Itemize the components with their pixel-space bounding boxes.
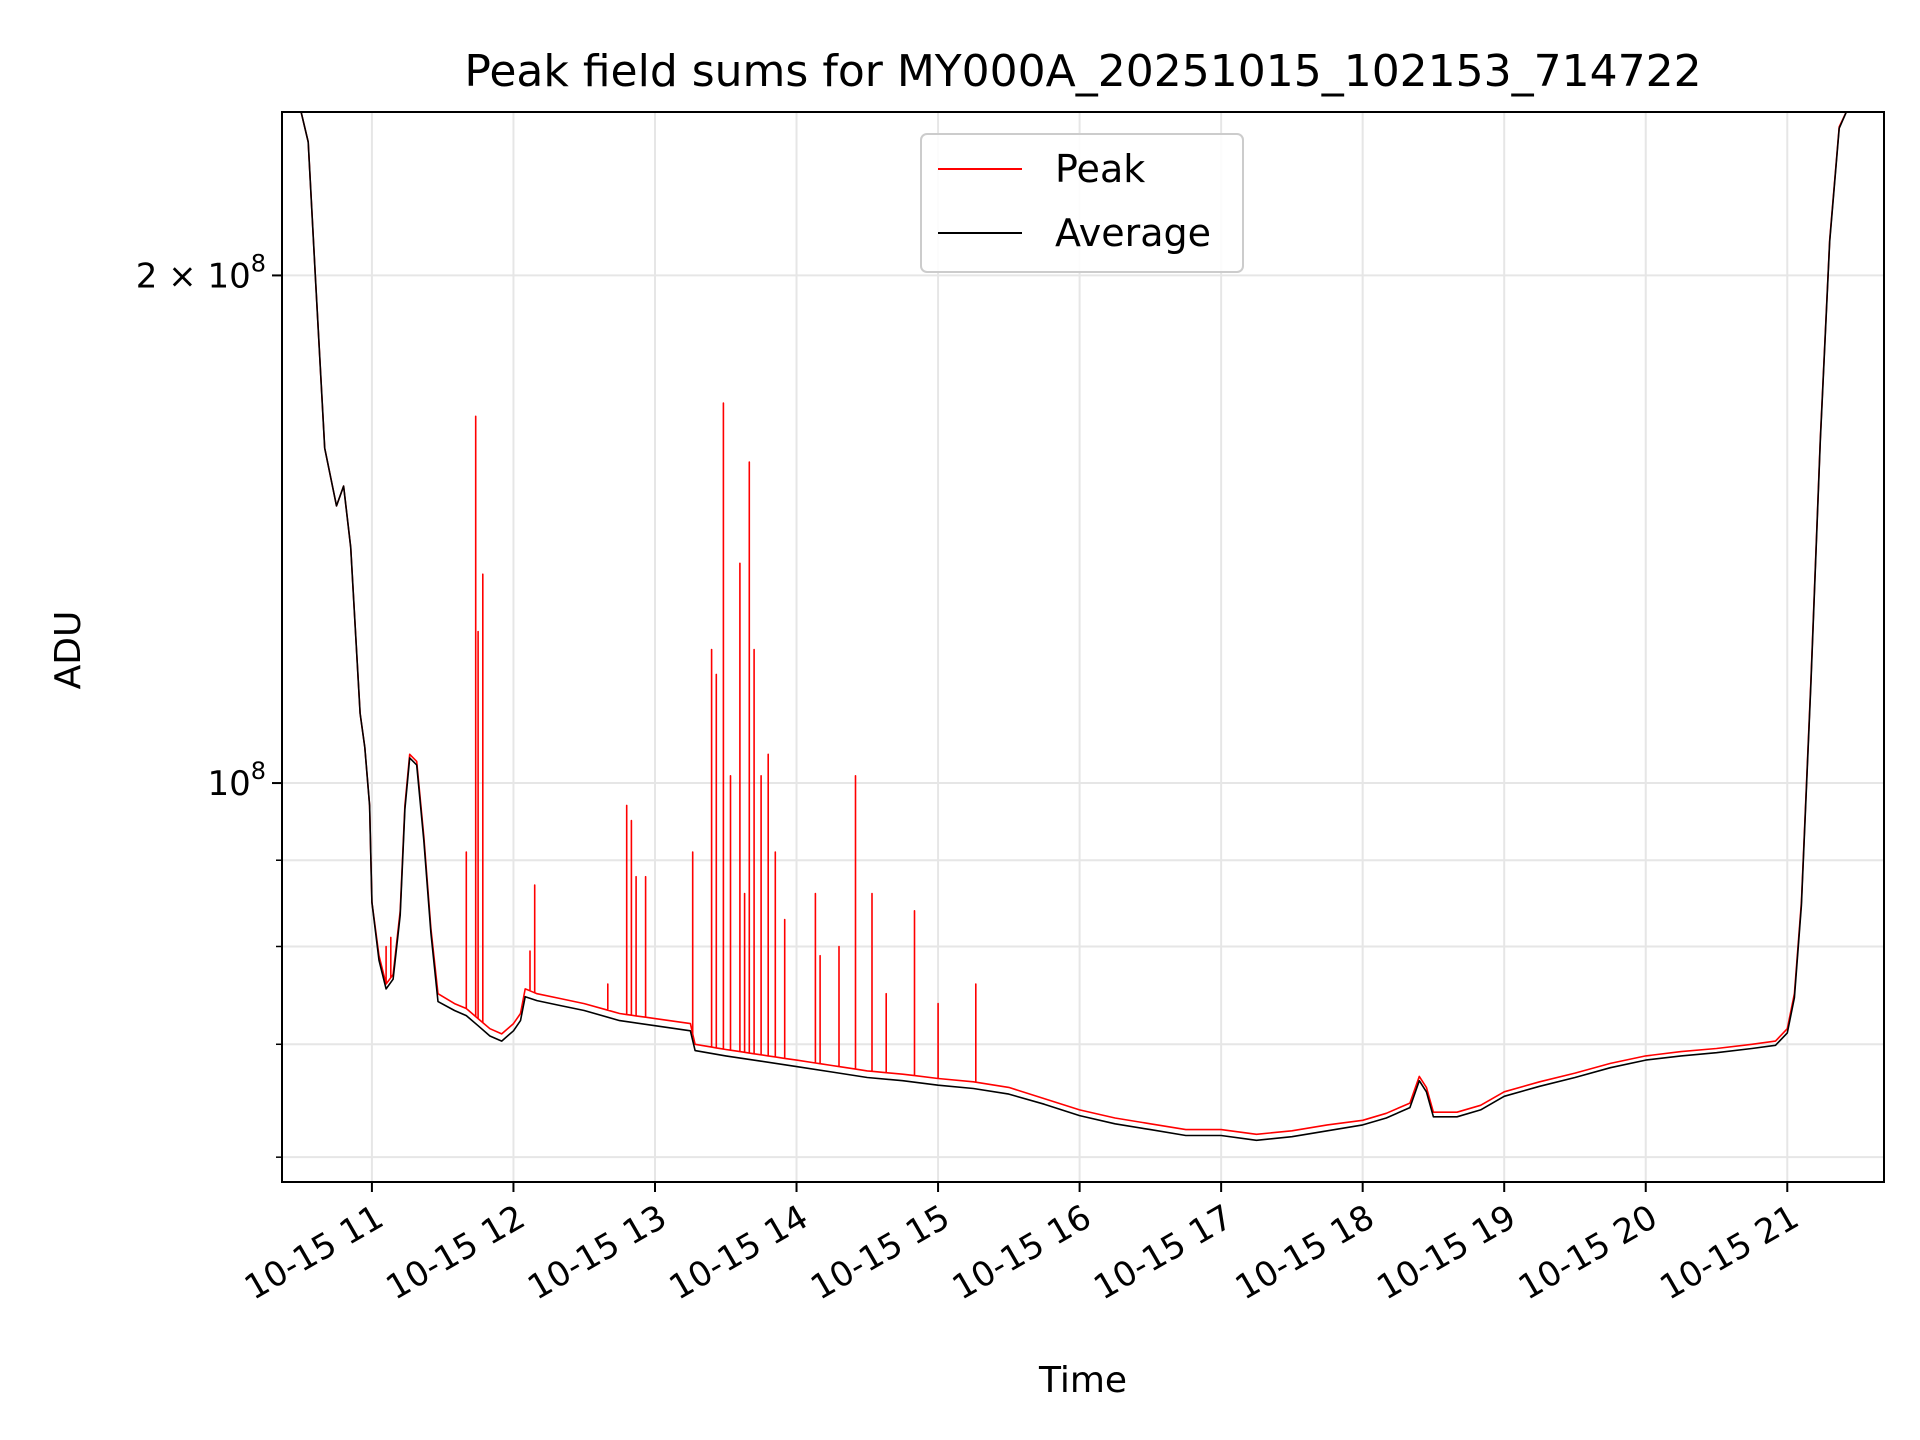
x-axis-label: Time (1038, 1360, 1127, 1401)
y-tick-label: 108 (207, 757, 266, 804)
legend-average-label: Average (1055, 211, 1211, 255)
y-tick-label-base: 10 (207, 764, 250, 804)
y-tick-label: 2 × 108 (136, 249, 266, 296)
grid (282, 112, 1884, 1182)
legend: Peak Average (920, 133, 1244, 273)
series-lines (282, 112, 1884, 1142)
y-axis-label: ADU (48, 611, 89, 690)
y-tick-label-exponent: 8 (251, 757, 266, 785)
y-tick-label-exponent: 8 (251, 249, 266, 277)
legend-peak-label: Peak (1055, 147, 1145, 191)
series-line-peak (282, 112, 1884, 1136)
chart-title: Peak field sums for MY000A_20251015_1021… (464, 46, 1701, 97)
series-line-average (282, 112, 1884, 1142)
plot-frame (281, 111, 1885, 1183)
y-tick-label-base: 2 × 10 (136, 256, 251, 296)
